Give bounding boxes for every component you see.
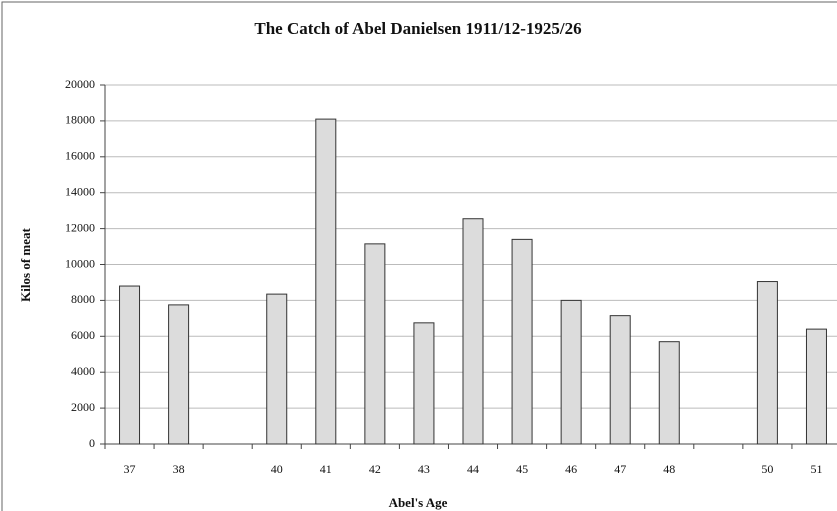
- y-tick-label: 12000: [65, 220, 95, 234]
- bar: [315, 118, 337, 445]
- y-axis-title: Kilos of meat: [18, 228, 33, 302]
- x-tick-label: 42: [369, 462, 381, 476]
- x-axis-title: Abel's Age: [389, 495, 448, 510]
- bar: [805, 328, 827, 445]
- y-tick-label: 20000: [65, 77, 95, 91]
- bar: [364, 243, 386, 445]
- bar: [511, 238, 533, 445]
- bar: [119, 285, 141, 445]
- bar: [658, 341, 680, 445]
- x-tick-label: 47: [614, 462, 626, 476]
- x-tick-label: 41: [320, 462, 332, 476]
- x-tick-label: 44: [467, 462, 479, 476]
- bar: [756, 281, 778, 445]
- y-tick-label: 14000: [65, 184, 95, 198]
- y-tick-label: 2000: [71, 400, 95, 414]
- bar: [560, 299, 582, 445]
- x-tick-label: 46: [565, 462, 577, 476]
- bar: [609, 315, 631, 445]
- x-tick-label: 43: [418, 462, 430, 476]
- x-tick-label: 38: [173, 462, 185, 476]
- bar: [266, 293, 288, 445]
- bar: [413, 322, 435, 445]
- y-tick-label: 10000: [65, 256, 95, 270]
- x-tick-label: 45: [516, 462, 528, 476]
- y-tick-label: 8000: [71, 292, 95, 306]
- y-tick-label: 18000: [65, 113, 95, 127]
- y-tick-label: 4000: [71, 364, 95, 378]
- bar: [168, 304, 190, 445]
- chart-title: The Catch of Abel Danielsen 1911/12-1925…: [254, 19, 581, 38]
- y-tick-label: 0: [89, 436, 95, 450]
- x-tick-label: 40: [271, 462, 283, 476]
- x-tick-label: 51: [810, 462, 822, 476]
- x-tick-label: 50: [761, 462, 773, 476]
- bar: [462, 218, 484, 445]
- x-tick-label: 48: [663, 462, 675, 476]
- x-tick-label: 37: [124, 462, 136, 476]
- y-tick-label: 6000: [71, 328, 95, 342]
- y-tick-label: 16000: [65, 149, 95, 163]
